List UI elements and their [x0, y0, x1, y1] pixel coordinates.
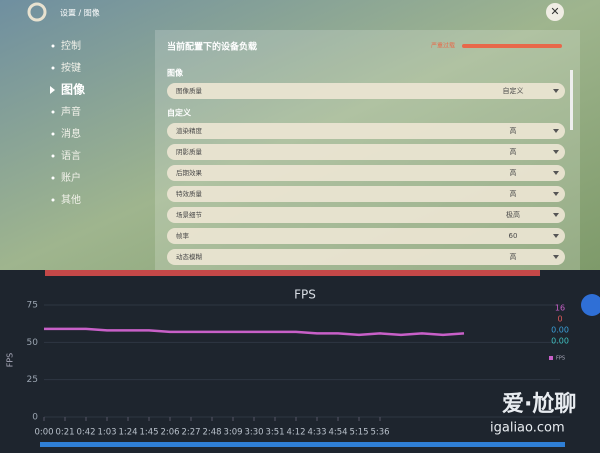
menu-item: 语言: [61, 149, 81, 162]
setting-row[interactable]: [167, 249, 565, 265]
setting-value: 极高: [506, 210, 520, 219]
y-tick-label: 0: [32, 413, 38, 423]
watermark-url: igaliao.com: [490, 421, 565, 436]
timeline-strip: [45, 270, 540, 276]
x-tick-label: 5:15: [349, 428, 368, 438]
x-tick-label: 5:36: [370, 428, 389, 438]
x-tick-label: 1:03: [97, 428, 116, 438]
x-tick-label: 2:48: [202, 428, 221, 438]
x-tick-label: 2:06: [160, 428, 179, 438]
section-title: 图像: [167, 68, 184, 78]
menu-item: 账户: [61, 171, 81, 184]
menu-item: 按键: [61, 61, 81, 74]
section-title: 自定义: [167, 108, 192, 118]
menu-item: 图像: [61, 82, 86, 97]
setting-label: 图像质量: [176, 86, 203, 95]
setting-label: 阴影质量: [176, 147, 203, 156]
setting-value: 高: [510, 147, 517, 156]
fps-line: [44, 327, 465, 337]
setting-value: 高: [510, 168, 517, 177]
x-tick-label: 0:42: [76, 428, 95, 438]
menu-bullet: [51, 198, 55, 202]
setting-label: 动态模糊: [176, 252, 203, 261]
side-value: 0: [557, 315, 562, 324]
x-tick-label: 4:33: [307, 428, 326, 438]
y-tick-label: 75: [27, 301, 38, 311]
x-tick-label: 3:09: [223, 428, 242, 438]
x-tick-label: 2:27: [181, 428, 200, 438]
menu-arrow: [50, 86, 55, 94]
menu-bullet: [51, 44, 55, 48]
x-tick-label: 3:30: [244, 428, 263, 438]
breadcrumb: 设置 / 图像: [60, 8, 100, 18]
setting-row[interactable]: [167, 207, 565, 223]
setting-row[interactable]: [167, 144, 565, 160]
setting-label: 场景细节: [176, 210, 203, 219]
y-tick-label: 25: [27, 375, 38, 385]
setting-value: 高: [510, 126, 517, 135]
close-icon: ✕: [550, 5, 559, 18]
menu-item: 声音: [61, 105, 81, 118]
side-value: 0.00: [551, 337, 569, 346]
close-button[interactable]: [546, 3, 564, 21]
dropdown-arrow: [553, 192, 559, 196]
settings-icon: [27, 2, 47, 22]
setting-value: 60: [509, 232, 518, 240]
legend-swatch: [549, 356, 553, 360]
setting-row[interactable]: [167, 228, 565, 244]
menu-item: 控制: [61, 39, 81, 52]
setting-label: 帧率: [176, 231, 190, 240]
load-title: 当前配置下的设备负载: [167, 41, 257, 53]
chart-background: [0, 270, 600, 453]
menu-bullet: [51, 132, 55, 136]
side-value: 0.00: [551, 326, 569, 335]
dropdown-arrow: [553, 129, 559, 133]
y-tick-label: 50: [27, 338, 39, 348]
menu-item: 其他: [61, 193, 81, 206]
setting-label: 特效质量: [176, 189, 203, 198]
dropdown-arrow: [553, 171, 559, 175]
setting-row[interactable]: [167, 83, 565, 99]
setting-value: 高: [510, 252, 517, 261]
dropdown-arrow: [553, 89, 559, 93]
load-status: 严重过载: [431, 42, 455, 50]
setting-label: 后期效果: [176, 168, 203, 177]
dropdown-arrow: [553, 213, 559, 217]
play-button[interactable]: [581, 294, 600, 316]
menu-bullet: [51, 154, 55, 158]
dropdown-arrow: [553, 255, 559, 259]
y-axis-label: FPS: [6, 353, 15, 368]
scrollbar: [570, 70, 573, 130]
load-bar: [462, 44, 562, 48]
dropdown-arrow: [553, 234, 559, 238]
side-value: 16: [555, 304, 565, 313]
range-slider[interactable]: [40, 442, 565, 447]
x-tick-label: 0:00: [34, 428, 53, 438]
x-tick-label: 0:21: [55, 428, 74, 438]
x-tick-label: 4:54: [328, 428, 347, 438]
x-tick-label: 3:51: [265, 428, 284, 438]
legend-label: FPS: [556, 356, 565, 362]
watermark-brand: 爱·尬聊: [502, 391, 576, 417]
menu-bullet: [51, 66, 55, 70]
setting-row[interactable]: [167, 165, 565, 181]
chart-title: FPS: [294, 288, 316, 302]
setting-value: 自定义: [503, 86, 524, 95]
x-tick-label: 4:12: [286, 428, 305, 438]
setting-row[interactable]: [167, 186, 565, 202]
setting-label: 渲染精度: [176, 126, 203, 135]
dropdown-arrow: [553, 150, 559, 154]
menu-bullet: [51, 110, 55, 114]
menu-bullet: [51, 176, 55, 180]
menu-item: 消息: [61, 127, 81, 140]
setting-value: 高: [510, 189, 517, 198]
setting-row[interactable]: [167, 123, 565, 139]
x-tick-label: 1:24: [118, 428, 137, 438]
x-tick-label: 1:45: [139, 428, 158, 438]
